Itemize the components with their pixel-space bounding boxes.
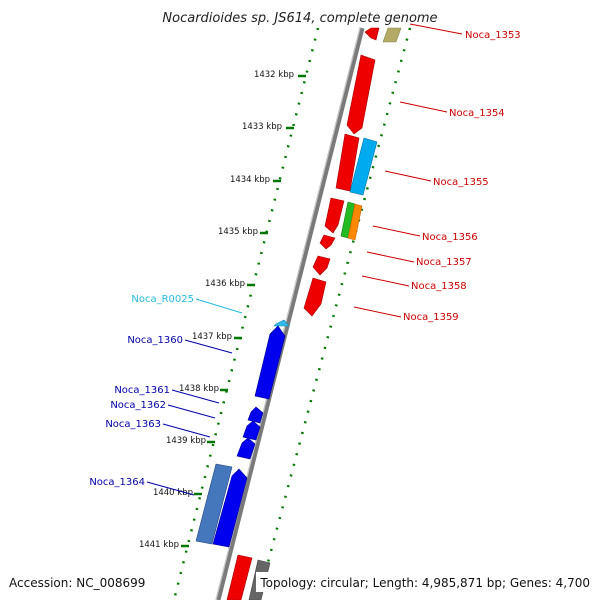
kbp-label: 1434 kbp xyxy=(230,175,270,185)
gene-label[interactable]: Noca_1362 xyxy=(110,400,166,411)
gene-label[interactable]: Noca_1359 xyxy=(403,312,459,323)
gene-bottom-red[interactable] xyxy=(226,554,253,600)
gene-label[interactable]: Noca_1360 xyxy=(127,335,183,346)
kbp-label: 1439 kbp xyxy=(166,436,206,446)
kbp-label: 1433 kbp xyxy=(242,122,282,132)
gene-noca-1356b[interactable] xyxy=(347,203,363,241)
kbp-label: 1441 kbp xyxy=(139,540,179,550)
gene-label[interactable]: Noca_1354 xyxy=(449,108,505,119)
gene-noca-r0025[interactable] xyxy=(273,319,290,327)
kbp-ticks xyxy=(181,74,306,548)
gene-noca-1354[interactable] xyxy=(346,54,376,135)
gene-noca-1356a[interactable] xyxy=(324,197,345,234)
gene-noca-1359[interactable] xyxy=(303,277,327,317)
genome-info-text: Topology: circular; Length: 4,985,871 bp… xyxy=(259,576,590,590)
kbp-label: 1435 kbp xyxy=(218,227,258,237)
left-ruler-line xyxy=(172,27,320,600)
kbp-label: 1436 kbp xyxy=(205,279,245,289)
kbp-label: 1440 kbp xyxy=(153,488,193,498)
forward-genes xyxy=(226,27,402,600)
gene-noca-1353[interactable] xyxy=(364,27,380,41)
gene-noca-1355[interactable] xyxy=(349,137,378,196)
gene-label[interactable]: Noca_R0025 xyxy=(131,294,194,305)
gene-noca-1363[interactable] xyxy=(236,437,256,460)
kbp-label: 1437 kbp xyxy=(192,332,232,342)
map-title: Nocardioides sp. JS614, complete genome xyxy=(162,11,437,26)
footer-bg-left xyxy=(4,572,152,592)
gene-label[interactable]: Noca_1358 xyxy=(411,281,467,292)
gene-noca-1362[interactable] xyxy=(242,420,261,441)
genome-backbone xyxy=(215,27,365,600)
gene-label[interactable]: Noca_1364 xyxy=(89,477,145,488)
gene-noca-1364[interactable] xyxy=(212,468,248,548)
footer-bg-right xyxy=(256,572,596,592)
gene-label[interactable]: Noca_1361 xyxy=(114,385,170,396)
gene-noca-1357[interactable] xyxy=(319,234,336,250)
kbp-label: 1432 kbp xyxy=(254,70,294,80)
gene-labels: Noca_1353 Noca_1354 Noca_1355 Noca_1356 … xyxy=(89,30,520,488)
gene-noca-1358[interactable] xyxy=(312,255,331,276)
gene-label[interactable]: Noca_1357 xyxy=(416,257,472,268)
gene-label[interactable]: Noca_1356 xyxy=(422,232,478,243)
reverse-genes xyxy=(195,319,290,548)
gene-label[interactable]: Noca_1353 xyxy=(465,30,521,41)
gene-noca-1361[interactable] xyxy=(247,406,264,424)
kbp-labels: 1432 kbp 1433 kbp 1434 kbp 1435 kbp 1436… xyxy=(139,70,294,550)
gene-noca-1360[interactable] xyxy=(254,325,286,400)
leader-lines xyxy=(146,23,463,496)
accession-text: Accession: NC_008699 xyxy=(9,576,145,590)
gene-label[interactable]: Noca_1355 xyxy=(433,177,489,188)
kbp-label: 1438 kbp xyxy=(179,384,219,394)
gene-noca-1353-partner[interactable] xyxy=(382,27,402,43)
gene-label[interactable]: Noca_1363 xyxy=(105,419,161,430)
gene-noca-1364a[interactable] xyxy=(195,463,233,545)
